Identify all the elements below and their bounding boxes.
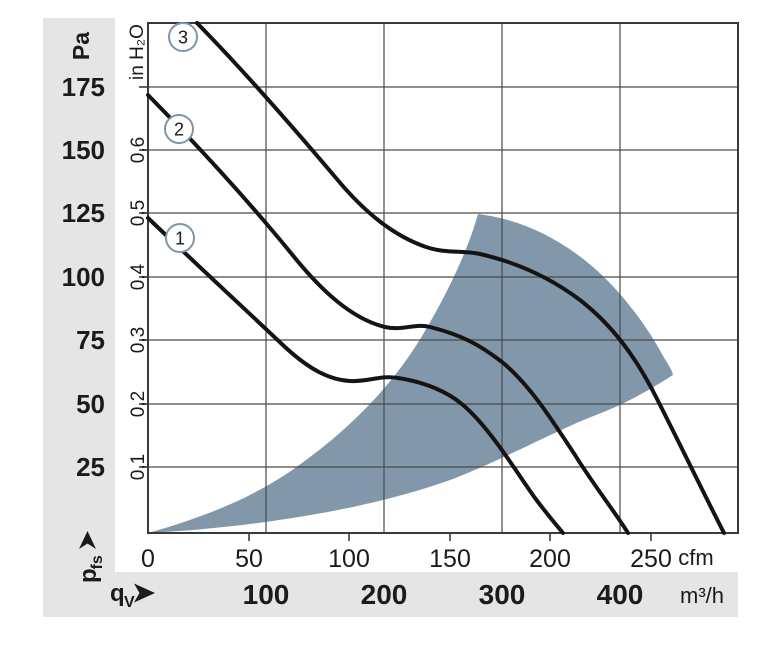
- bottom-axis-band: [43, 572, 738, 617]
- cfm-axis-label: 150: [429, 545, 471, 573]
- pa-axis-unit: Pa: [68, 32, 94, 60]
- pa-axis: Pa 175 150 125 100 75 50 25: [62, 32, 105, 482]
- pressure-symbol: p fs: [75, 531, 106, 583]
- fan-curve-1: [146, 216, 565, 535]
- pa-axis-label: 25: [76, 452, 105, 482]
- curve-1-badge-label: 1: [175, 229, 185, 249]
- cfm-axis-label: 200: [529, 545, 571, 573]
- m3h-axis: 100 200 300 400 m³/h: [243, 579, 724, 610]
- inh2o-axis-label: 0,6: [128, 137, 149, 163]
- pa-axis-label: 50: [76, 389, 105, 419]
- inh2o-axis-unit: in H₂O: [127, 24, 148, 80]
- cfm-axis: 0 50 100 150 200 250 cfm: [141, 545, 714, 573]
- inh2o-axis-label: 0,1: [128, 454, 149, 480]
- fan-curve-2: [146, 93, 630, 535]
- cfm-axis-label: 50: [235, 545, 263, 573]
- up-arrow-icon: [79, 531, 96, 549]
- m3h-axis-label: 400: [597, 579, 644, 610]
- pa-axis-label: 75: [76, 325, 105, 355]
- curve-3-badge-circle: [168, 22, 198, 52]
- fan-curves: [146, 21, 726, 535]
- m3h-axis-unit: m³/h: [680, 583, 724, 608]
- plot-border: [147, 22, 739, 534]
- curve-2-badge-label: 2: [174, 120, 184, 140]
- curve-2-badge-circle: [164, 114, 194, 144]
- m3h-axis-label: 100: [243, 579, 290, 610]
- cfm-axis-unit: cfm: [678, 545, 713, 570]
- curve-1-badge-circle: [165, 223, 195, 253]
- inh2o-axis-label: 0,4: [128, 263, 149, 290]
- fan-curve-3: [195, 21, 726, 535]
- pa-axis-label: 175: [62, 72, 105, 102]
- right-arrow-icon: [134, 583, 155, 603]
- curve-3-badge-label: 3: [178, 28, 188, 48]
- inh2o-axis-label: 0,3: [128, 327, 149, 353]
- cfm-axis-label: 250: [630, 545, 672, 573]
- inh2o-axis: in H₂O 0,6 0,5 0,4 0,3 0,2 0,1: [127, 24, 149, 480]
- cfm-axis-label: 0: [141, 545, 155, 573]
- operating-region: [148, 214, 673, 533]
- pa-axis-label: 150: [62, 135, 105, 165]
- inh2o-axis-label: 0,5: [128, 200, 149, 226]
- flow-symbol-sub: V: [124, 594, 135, 611]
- axis-ticks: [139, 86, 652, 541]
- m3h-axis-label: 300: [479, 579, 526, 610]
- cfm-axis-label: 100: [328, 545, 370, 573]
- pa-axis-label: 100: [62, 262, 105, 292]
- flow-symbol: q V: [110, 580, 155, 611]
- pressure-symbol-base: p: [75, 568, 102, 583]
- inh2o-axis-label: 0,2: [128, 391, 149, 417]
- m3h-axis-label: 200: [361, 579, 408, 610]
- pa-axis-label: 125: [62, 198, 105, 228]
- flow-symbol-base: q: [110, 580, 125, 607]
- left-axis-band: [43, 18, 115, 617]
- curve-badges: 1 2 3: [164, 22, 198, 253]
- pressure-symbol-sub: fs: [89, 555, 106, 569]
- gridlines: [148, 23, 738, 533]
